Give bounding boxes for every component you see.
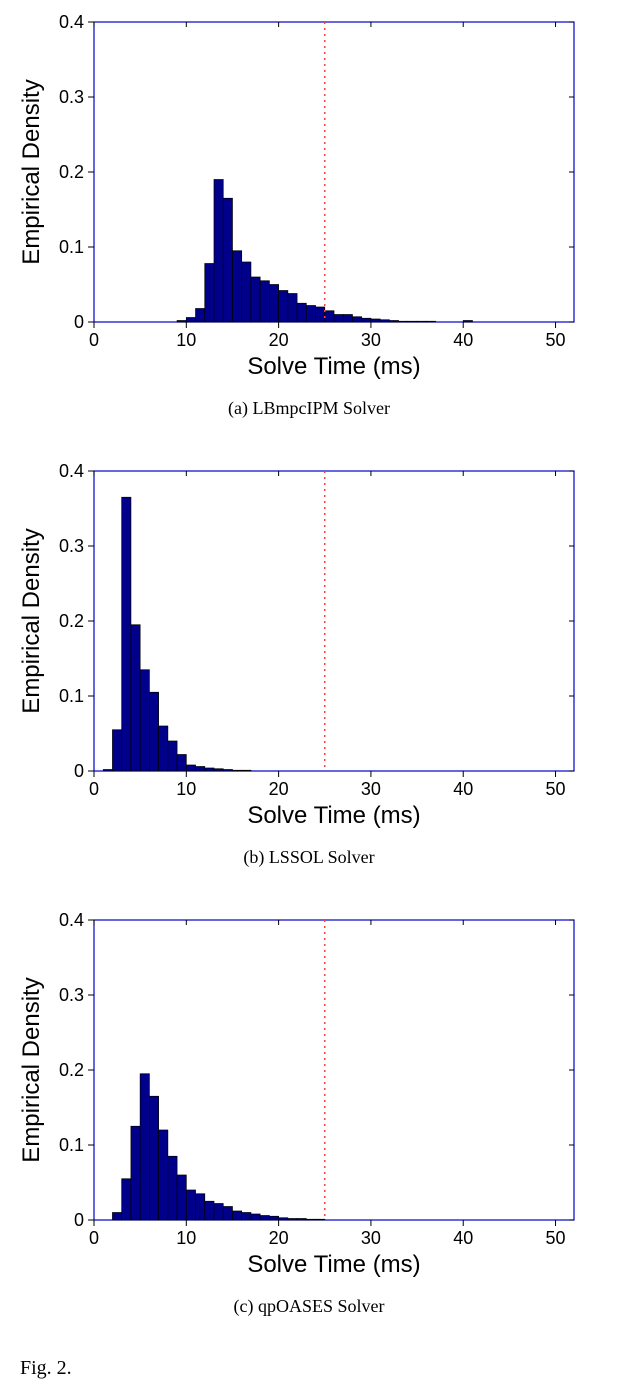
chart-box-b: 0 10 20 30 40 50 0 0.1 0.2 0.3 0.4 Solve Time (ms) E…	[14, 459, 604, 829]
svg-text:0.3: 0.3	[59, 87, 84, 107]
svg-text:0.1: 0.1	[59, 1135, 84, 1155]
svg-text:Solve Time (ms): Solve Time (ms)	[247, 802, 420, 829]
svg-text:0: 0	[89, 779, 99, 799]
svg-text:40: 40	[453, 1228, 473, 1248]
figure-label: Fig. 2.	[0, 1357, 618, 1380]
svg-text:10: 10	[176, 1228, 196, 1248]
svg-text:40: 40	[453, 330, 473, 350]
chart-box-a: 0 10 20 30 40 50 0 0.1 0.2 0.3 0.4 Solve Time (ms) E…	[14, 10, 604, 380]
svg-text:50: 50	[546, 330, 566, 350]
svg-text:20: 20	[269, 1228, 289, 1248]
svg-text:0.2: 0.2	[59, 611, 84, 631]
panel-b: 0 10 20 30 40 50 0 0.1 0.2 0.3 0.4 Solve Time (ms) E…	[0, 459, 618, 868]
caption-a: (a) LBmpcIPM Solver	[228, 398, 390, 419]
svg-text:50: 50	[546, 1228, 566, 1248]
svg-text:0: 0	[74, 761, 84, 781]
svg-text:Empirical Density: Empirical Density	[18, 977, 45, 1162]
histogram-b: 0 10 20 30 40 50 0 0.1 0.2 0.3 0.4 Solve Time (ms) E…	[14, 459, 604, 829]
svg-text:0: 0	[74, 312, 84, 332]
panel-a: 0 10 20 30 40 50 0 0.1 0.2 0.3 0.4 Solve Time (ms) E…	[0, 10, 618, 419]
svg-text:10: 10	[176, 330, 196, 350]
svg-text:30: 30	[361, 330, 381, 350]
svg-text:50: 50	[546, 779, 566, 799]
svg-text:30: 30	[361, 779, 381, 799]
caption-b: (b) LSSOL Solver	[243, 847, 374, 868]
histogram-a: 0 10 20 30 40 50 0 0.1 0.2 0.3 0.4 Solve Time (ms) E…	[14, 10, 604, 380]
svg-text:0.2: 0.2	[59, 1060, 84, 1080]
figure-container: 0 10 20 30 40 50 0 0.1 0.2 0.3 0.4 Solve Time (ms) E…	[0, 0, 618, 1360]
svg-text:Empirical Density: Empirical Density	[18, 528, 45, 713]
svg-text:Solve Time (ms): Solve Time (ms)	[247, 1251, 420, 1278]
histogram-c: 0 10 20 30 40 50 0 0.1 0.2 0.3 0.4 Solve Time (ms) E…	[14, 908, 604, 1278]
svg-text:0.1: 0.1	[59, 686, 84, 706]
svg-text:Solve Time (ms): Solve Time (ms)	[247, 353, 420, 380]
svg-text:0.2: 0.2	[59, 162, 84, 182]
svg-text:Empirical Density: Empirical Density	[18, 79, 45, 264]
svg-text:0.3: 0.3	[59, 536, 84, 556]
svg-text:30: 30	[361, 1228, 381, 1248]
chart-box-c: 0 10 20 30 40 50 0 0.1 0.2 0.3 0.4 Solve Time (ms) E…	[14, 908, 604, 1278]
svg-text:0: 0	[89, 330, 99, 350]
svg-text:0.4: 0.4	[59, 461, 84, 481]
svg-text:20: 20	[269, 779, 289, 799]
caption-c: (c) qpOASES Solver	[234, 1296, 385, 1317]
svg-text:0.1: 0.1	[59, 237, 84, 257]
panel-c: 0 10 20 30 40 50 0 0.1 0.2 0.3 0.4 Solve Time (ms) E…	[0, 908, 618, 1317]
svg-text:20: 20	[269, 330, 289, 350]
svg-text:0.4: 0.4	[59, 12, 84, 32]
svg-text:40: 40	[453, 779, 473, 799]
svg-text:0.3: 0.3	[59, 985, 84, 1005]
svg-text:0: 0	[74, 1210, 84, 1230]
svg-text:0.4: 0.4	[59, 910, 84, 930]
svg-text:10: 10	[176, 779, 196, 799]
svg-text:0: 0	[89, 1228, 99, 1248]
